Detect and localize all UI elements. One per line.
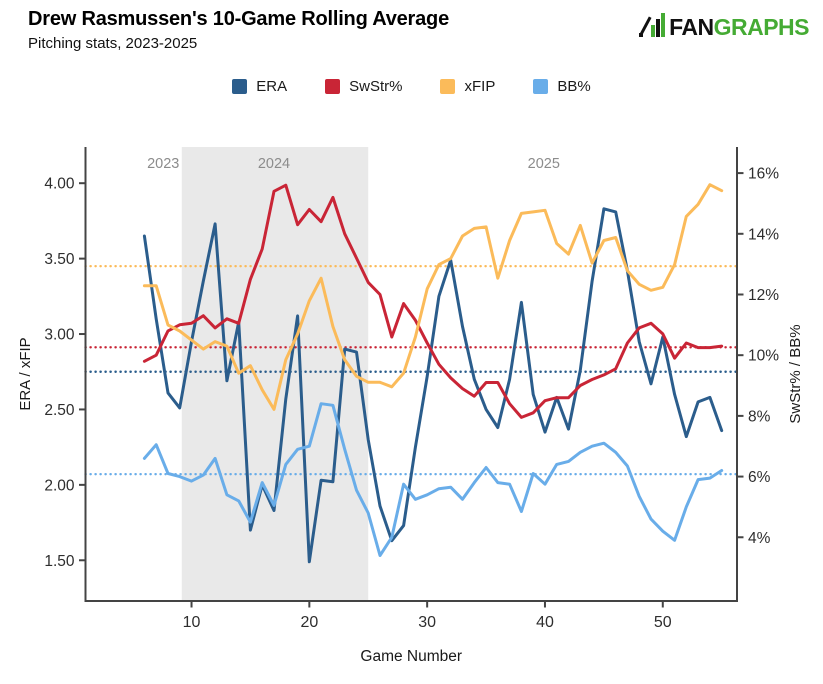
season-label-2025: 2025 [528, 156, 560, 172]
legend-swatch-xfip [440, 79, 456, 94]
y-left-tick-label: 1.50 [44, 553, 75, 570]
legend-item-era[interactable]: ERA [232, 78, 287, 95]
y-axis-right-title: SwStr% / BB% [787, 324, 804, 423]
season-band-2024 [181, 147, 369, 601]
legend-swatch-bb [533, 79, 549, 94]
series-line-swstr[interactable] [142, 183, 724, 419]
legend-label-bb: BB% [557, 78, 591, 95]
y-right-tick-label: 4% [748, 530, 771, 547]
y-axis-left-title: ERA / xFIP [17, 337, 34, 410]
x-tick-label: 50 [654, 614, 672, 631]
legend: ERA SwStr% xFIP BB% [0, 78, 823, 95]
x-tick-label: 10 [183, 614, 201, 631]
logo-text-fan: FAN [669, 14, 714, 40]
y-right-tick-label: 6% [748, 469, 771, 486]
x-tick-label: 30 [418, 614, 436, 631]
legend-swatch-swstr [325, 79, 341, 94]
legend-swatch-era [232, 79, 248, 94]
legend-item-swstr[interactable]: SwStr% [325, 78, 402, 95]
legend-item-xfip[interactable]: xFIP [440, 78, 495, 95]
legend-label-swstr: SwStr% [349, 78, 403, 95]
fangraphs-logo[interactable]: FAN GRAPHS [639, 13, 810, 40]
y-right-tick-label: 16% [748, 166, 779, 183]
y-right-tick-label: 14% [748, 226, 779, 243]
season-label-2023: 2023 [147, 156, 179, 172]
y-left-tick-label: 3.00 [44, 327, 75, 344]
x-tick-label: 40 [536, 614, 554, 631]
chart-title: Drew Rasmussen's 10-Game Rolling Average [28, 8, 449, 30]
y-left-tick-label: 2.00 [44, 477, 75, 494]
season-label-2024: 2024 [258, 156, 290, 172]
x-tick-label: 20 [300, 614, 318, 631]
y-right-tick-label: 10% [748, 348, 779, 365]
y-left-tick-label: 4.00 [44, 176, 75, 193]
fangraphs-batter-bars-icon [639, 13, 667, 39]
y-right-tick-label: 8% [748, 408, 771, 425]
series-line-xfip[interactable] [142, 183, 724, 411]
y-left-tick-label: 3.50 [44, 251, 75, 268]
legend-label-era: ERA [256, 78, 288, 95]
logo-text-graphs: GRAPHS [713, 14, 810, 40]
y-left-tick-label: 2.50 [44, 402, 75, 419]
legend-label-xfip: xFIP [464, 78, 496, 95]
x-axis-title: Game Number [360, 648, 462, 665]
y-right-tick-label: 12% [748, 287, 779, 304]
legend-item-bb[interactable]: BB% [533, 78, 591, 95]
chart-subtitle: Pitching stats, 2023-2025 [28, 35, 198, 52]
series-line-bb[interactable] [142, 402, 724, 557]
